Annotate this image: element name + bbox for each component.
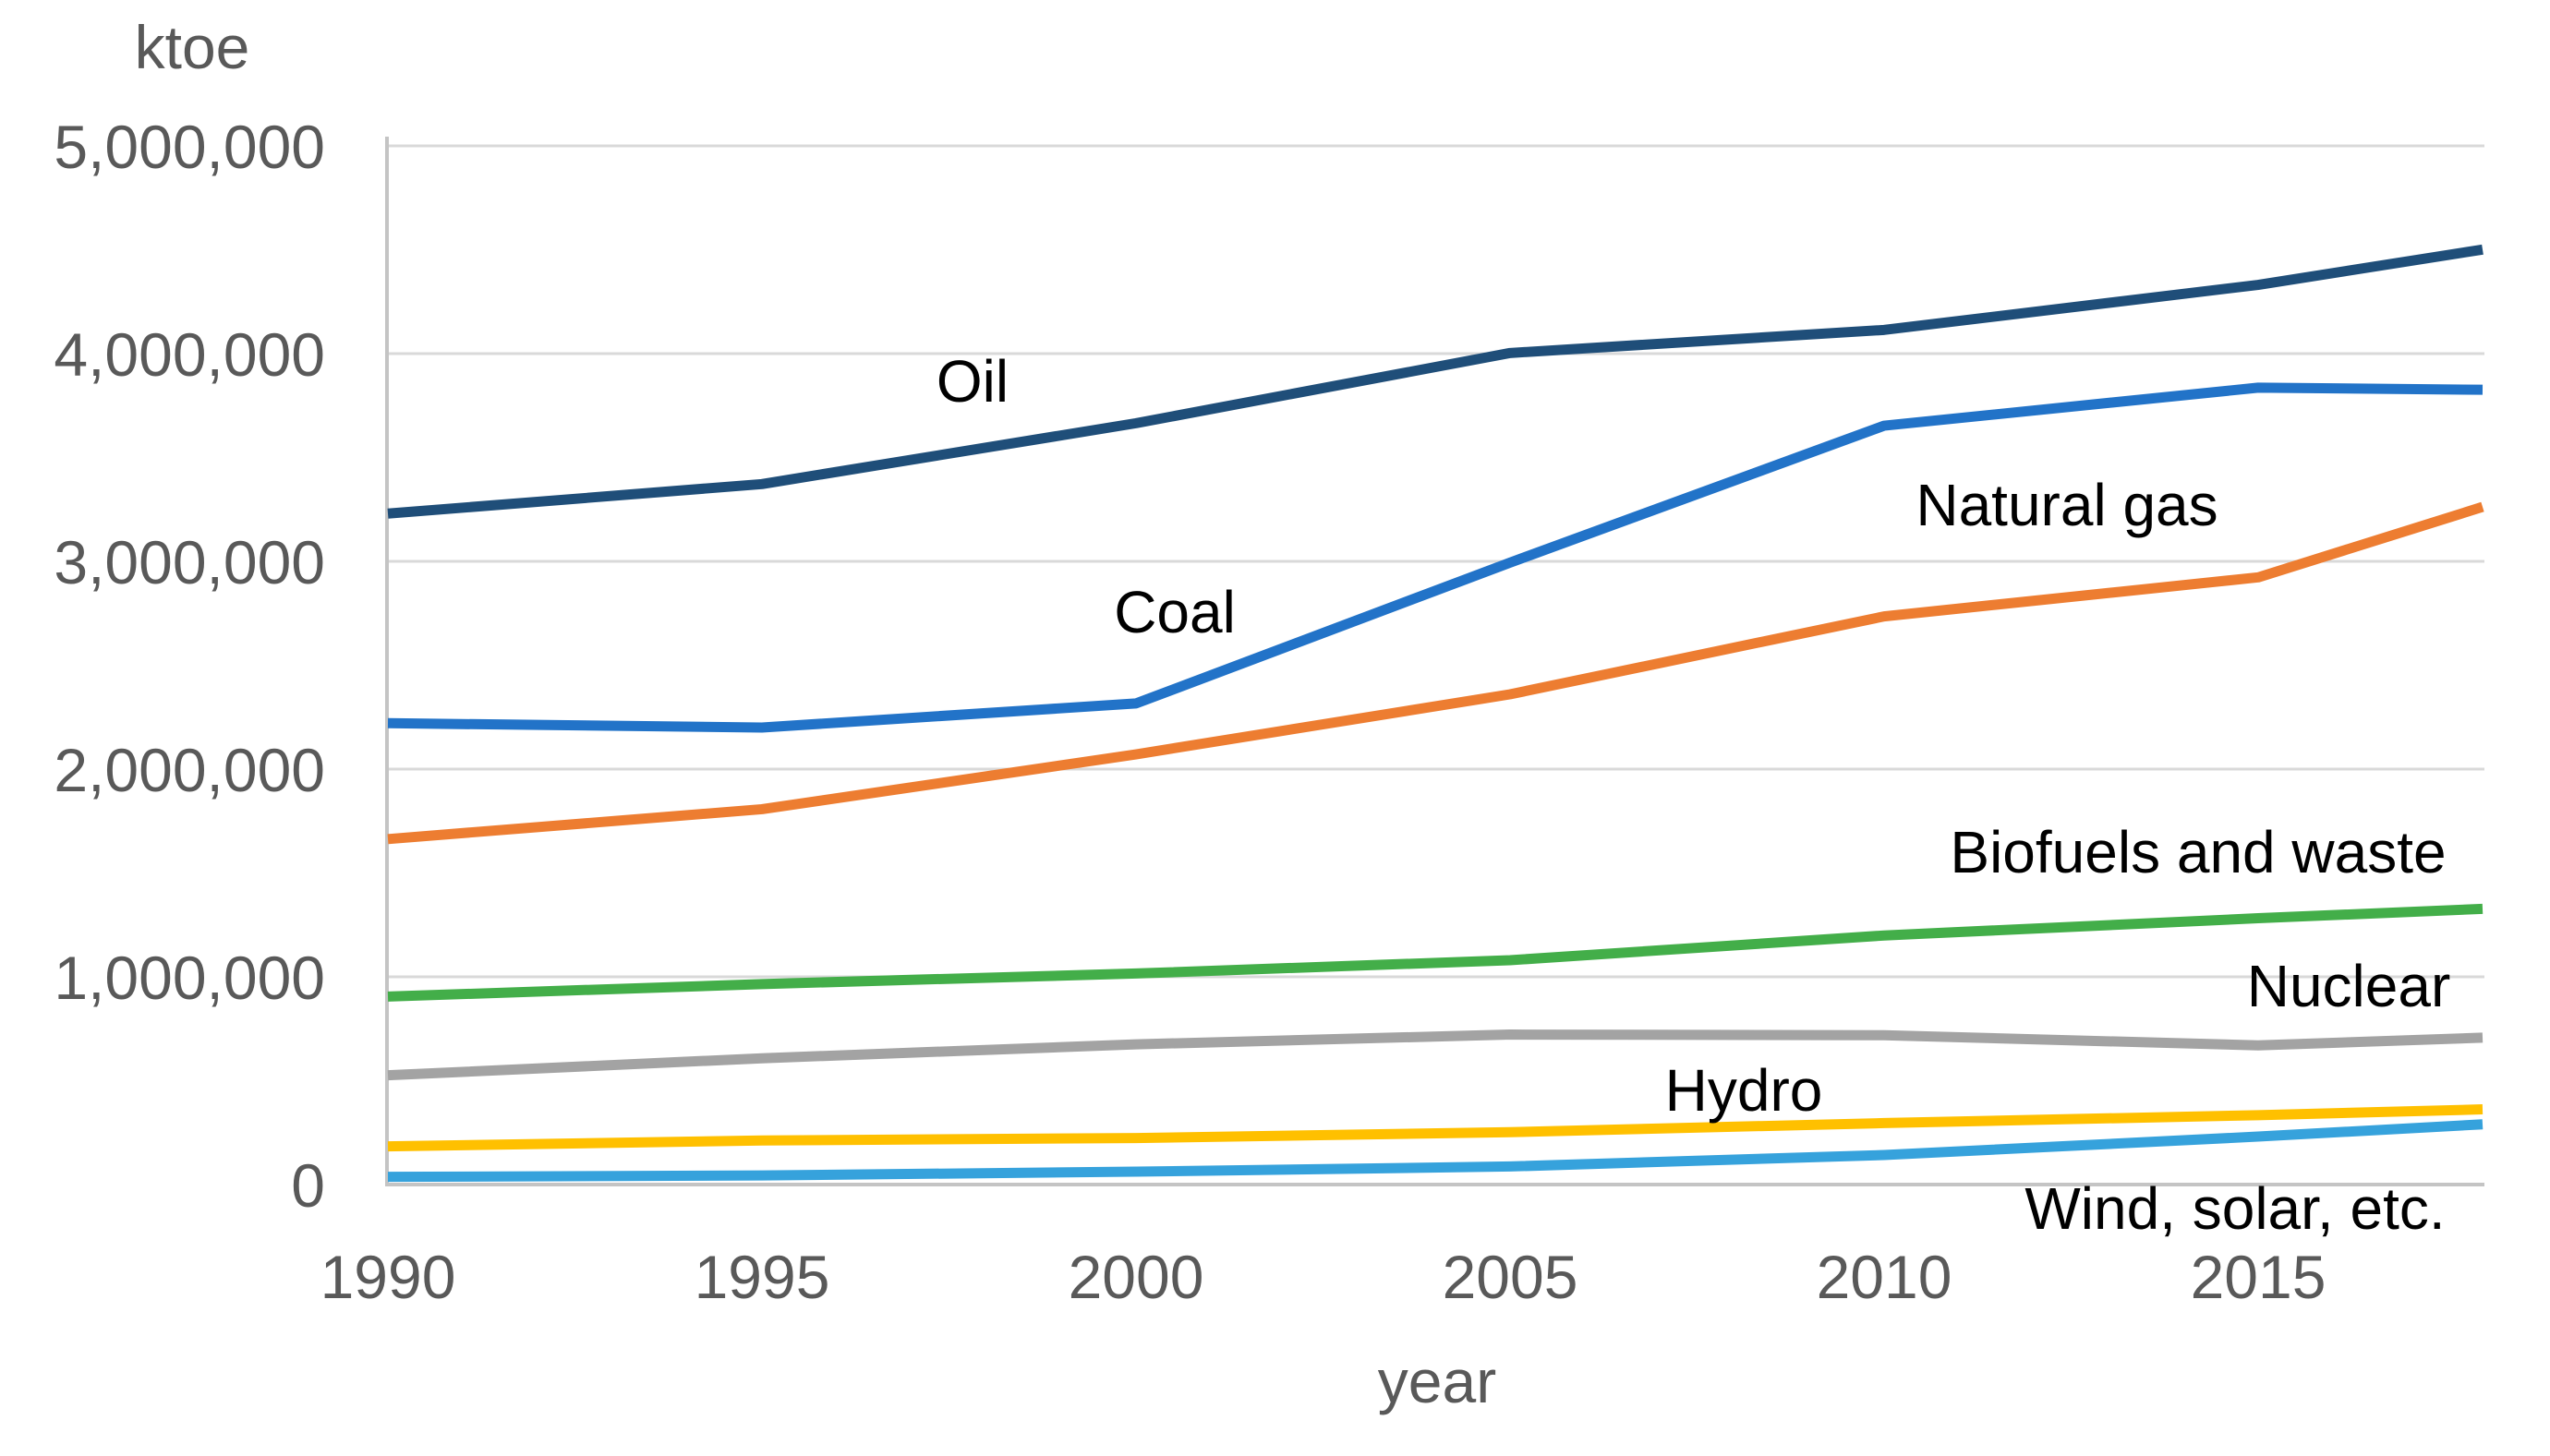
series-line-coal [387,382,2484,733]
series-line-oil [387,244,2484,519]
series-line-nuclear [387,1029,2484,1081]
x-axis-tick-labels: 1990 1995 2000 2005 2010 2015 [320,1243,2326,1311]
x-axis-title: year [1378,1347,1496,1415]
x-tick-label: 2015 [2191,1243,2326,1311]
series-inline-labels: Oil Coal Natural gas Biofuels and waste Nucl… [937,348,2450,1242]
series-label-hydro: Hydro [1665,1057,1823,1124]
axis-lines [385,137,2484,1186]
series-label-nuclear: Nuclear [2247,953,2451,1019]
x-tick-label: 1990 [320,1243,456,1311]
y-tick-label: 4,000,000 [54,320,325,389]
y-tick-label: 1,000,000 [54,944,325,1012]
y-tick-label: 5,000,000 [54,113,325,181]
series-line-biofuels-and-waste [387,903,2484,1002]
series-label-wind-solar-etc: Wind, solar, etc. [2024,1175,2445,1242]
x-tick-label: 2005 [1443,1243,1578,1311]
x-tick-label: 2010 [1817,1243,1952,1311]
x-tick-label: 2000 [1069,1243,1204,1311]
series-label-oil: Oil [937,348,1009,415]
series-label-natural-gas: Natural gas [1916,472,2218,538]
series-line-wind-solar-etc [387,1119,2484,1183]
series-label-coal: Coal [1114,579,1236,645]
series-label-biofuels-and-waste: Biofuels and waste [1950,819,2446,885]
y-tick-label: 2,000,000 [54,736,325,804]
y-axis-unit-label: ktoe [135,13,250,81]
series-line-hydro [387,1104,2484,1152]
gridlines [387,144,2484,979]
series-line-natural-gas [387,501,2484,845]
series-lines [387,244,2484,1183]
x-tick-label: 1995 [695,1243,830,1311]
y-axis-tick-labels: 0 1,000,000 2,000,000 3,000,000 4,000,000 5,0… [54,113,325,1220]
y-tick-label: 3,000,000 [54,528,325,596]
y-tick-label: 0 [291,1151,325,1220]
